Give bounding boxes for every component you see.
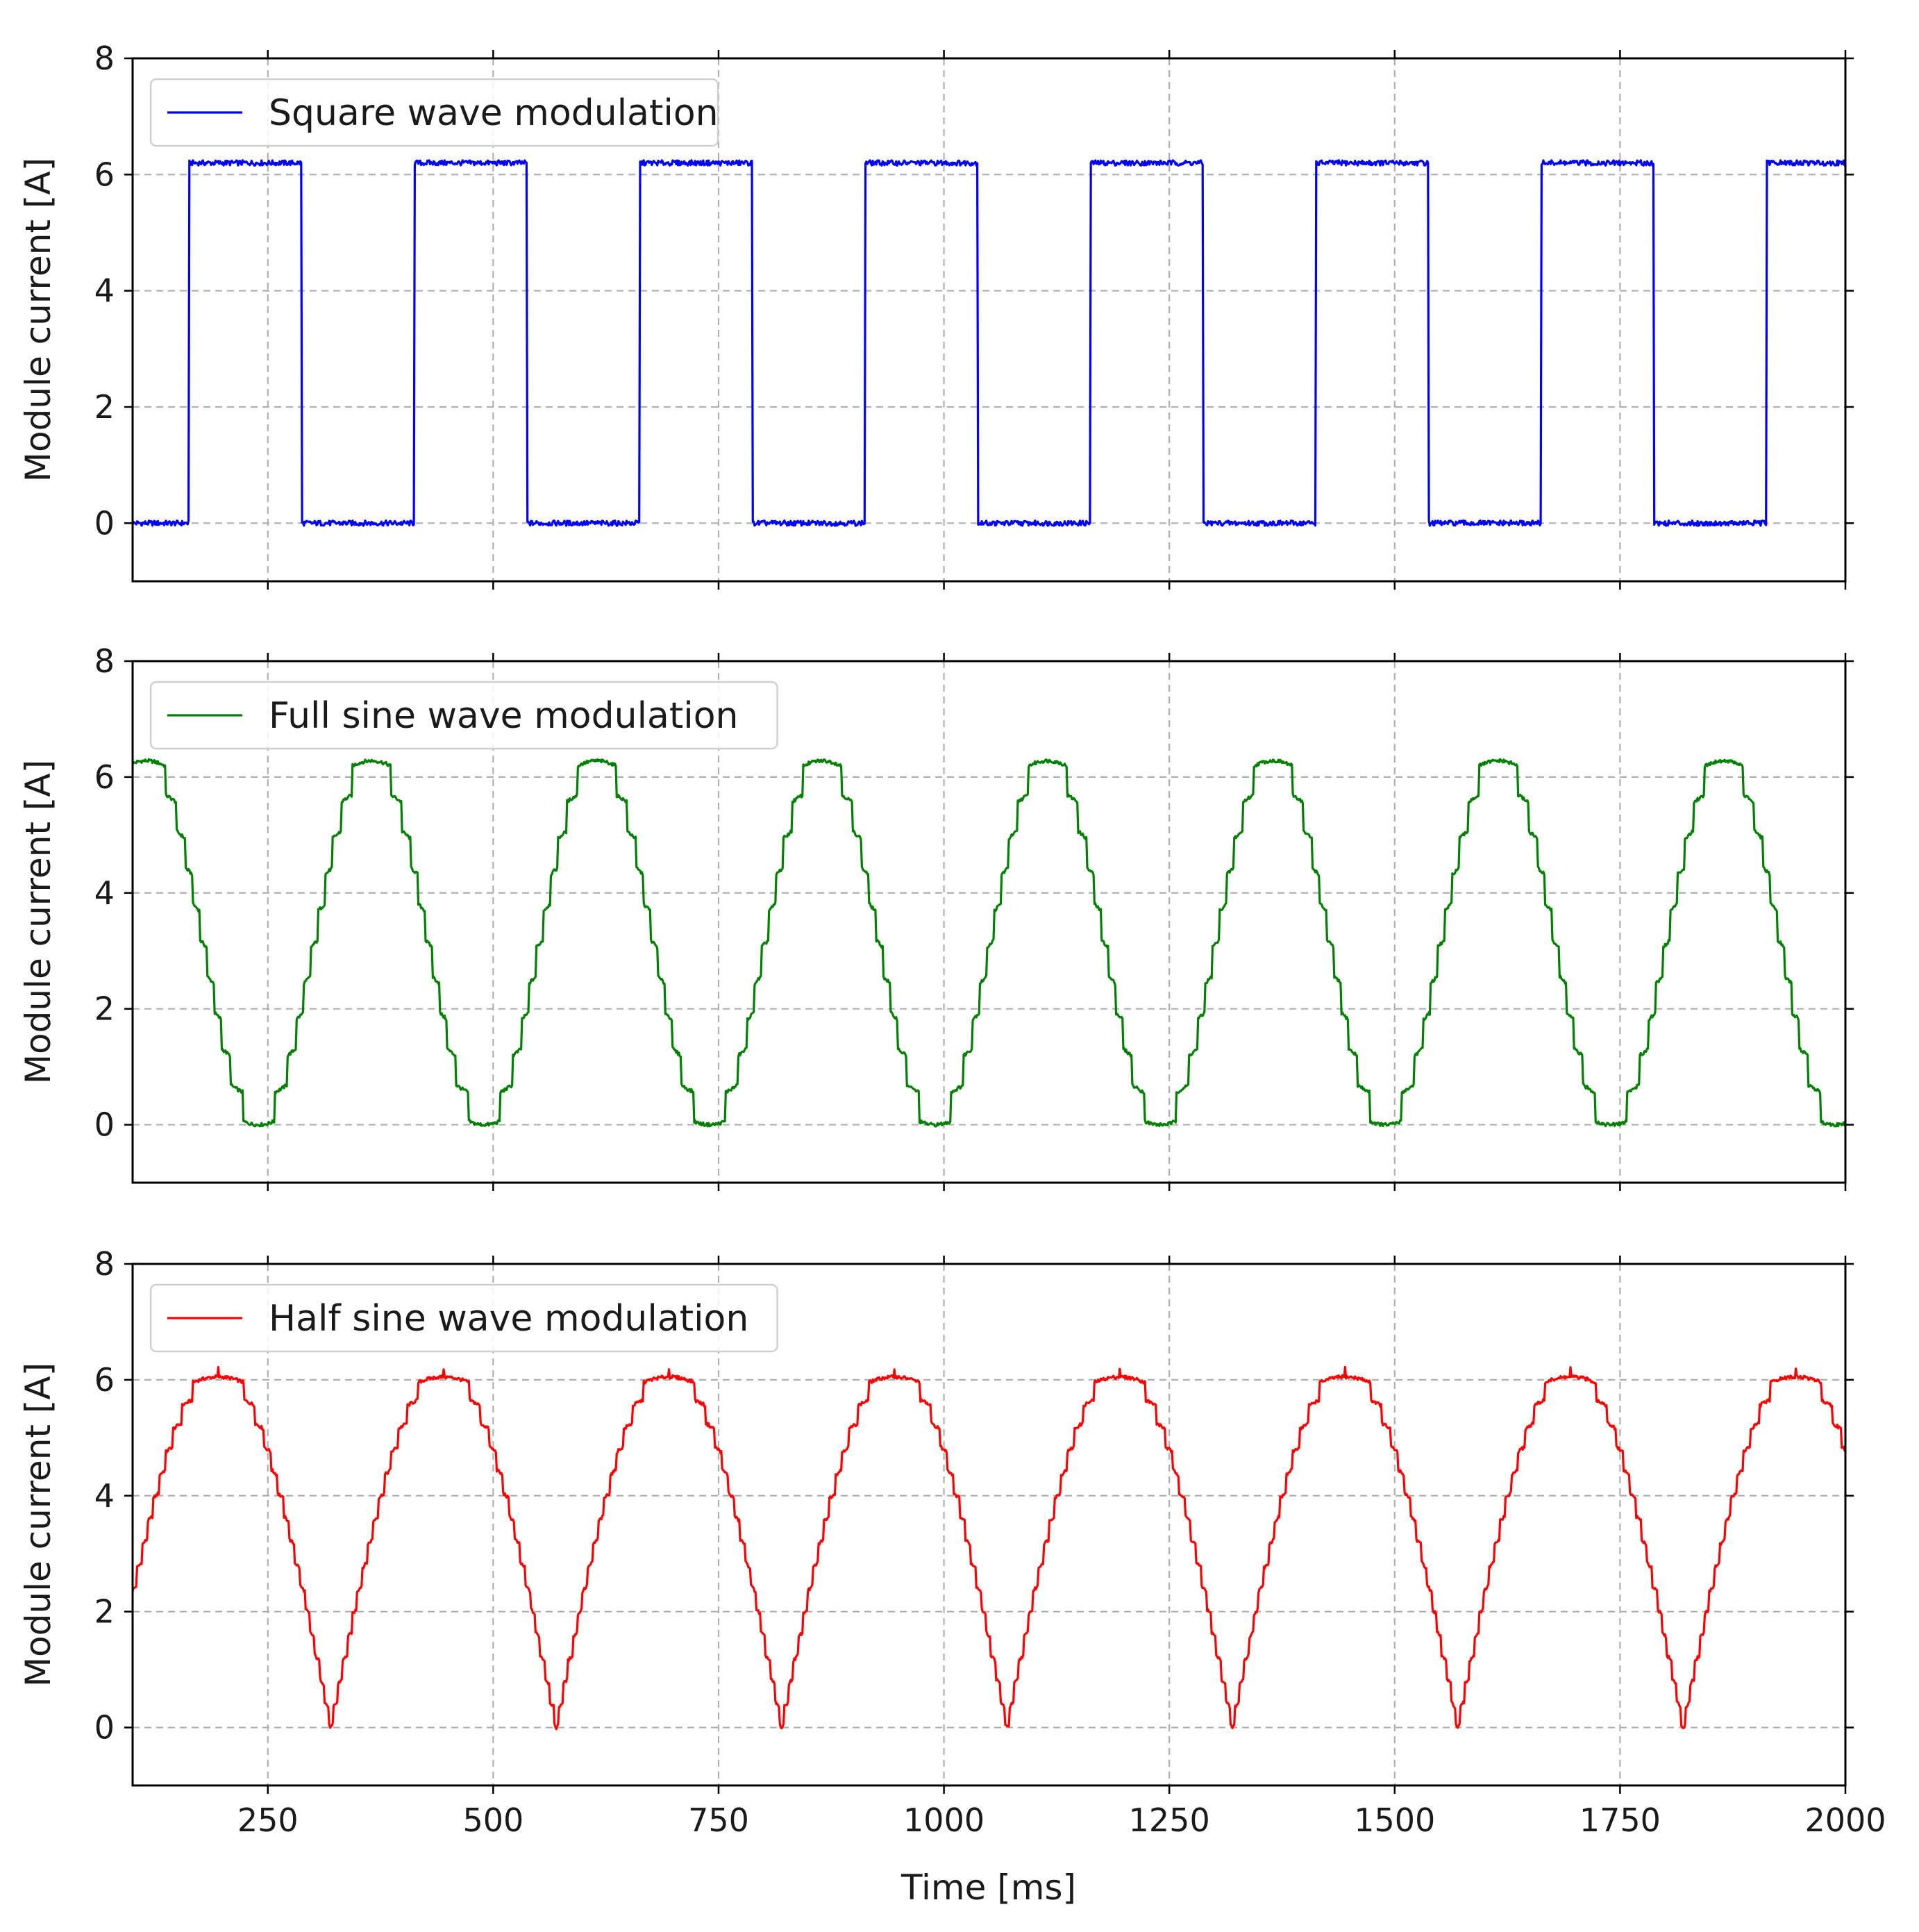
panel-square: 0 2 4 6 8 Module current [A] Square wave mod…	[18, 40, 1854, 590]
ticks-square: 0 2 4 6 8	[94, 40, 1854, 590]
legend-square: Square wave modulation	[149, 78, 719, 147]
legend-label-square: Square wave modulation	[269, 92, 719, 134]
legend-full-sine: Full sine wave modulation	[149, 681, 778, 750]
y-tick-label-half-sine-6: 6	[94, 1361, 115, 1399]
y-tick-label-full-sine-4: 4	[94, 874, 115, 912]
y-tick-label-square-2: 2	[94, 388, 115, 426]
plot-frame-full-sine	[131, 660, 1847, 1184]
ticks-half-sine: 0 2 4 6 8 250 500 750 1000 1250 1500 1750 2000	[94, 1245, 1886, 1839]
y-tick-label-half-sine-8: 8	[94, 1245, 115, 1283]
panel-half-sine: 0 2 4 6 8 250 500 750 1000 1250 1500 1750 2000 Modul…	[18, 1245, 1886, 1839]
x-tick-label-1250: 1250	[1129, 1801, 1210, 1839]
y-tick-label-half-sine-4: 4	[94, 1477, 115, 1515]
y-tick-label-square-8: 8	[94, 40, 115, 77]
series-line-half-sine	[133, 1365, 1845, 1731]
ticks-full-sine: 0 2 4 6 8	[94, 642, 1854, 1191]
y-tick-label-square-6: 6	[94, 156, 115, 193]
y-tick-label-half-sine-0: 0	[94, 1709, 115, 1747]
y-axis-label-full-sine: Module current [A]	[18, 760, 58, 1084]
y-tick-label-full-sine-6: 6	[94, 758, 115, 796]
x-tick-label-1750: 1750	[1579, 1801, 1661, 1839]
y-tick-label-full-sine-2: 2	[94, 990, 115, 1028]
y-tick-label-square-4: 4	[94, 272, 115, 310]
series-line-full-sine	[133, 758, 1845, 1128]
y-axis-label-square: Module current [A]	[18, 158, 58, 482]
y-tick-label-full-sine-8: 8	[94, 642, 115, 680]
legend-half-sine: Half sine wave modulation	[149, 1283, 778, 1353]
x-tick-label-750: 750	[688, 1801, 749, 1839]
x-tick-label-250: 250	[237, 1801, 299, 1839]
x-axis-label: Time [ms]	[900, 1867, 1076, 1908]
legend-box-full-sine	[149, 681, 778, 750]
plot-frame-half-sine	[131, 1263, 1847, 1787]
legend-box-half-sine	[149, 1283, 778, 1353]
x-tick-label-1500: 1500	[1354, 1801, 1435, 1839]
legend-label-half-sine: Half sine wave modulation	[269, 1298, 748, 1340]
y-tick-label-half-sine-2: 2	[94, 1593, 115, 1631]
grid-half-sine	[133, 1264, 1845, 1785]
y-axis-label-half-sine: Module current [A]	[18, 1363, 58, 1687]
y-tick-label-full-sine-0: 0	[94, 1106, 115, 1144]
x-tick-label-2000: 2000	[1804, 1801, 1886, 1839]
x-tick-label-500: 500	[462, 1801, 523, 1839]
panel-full-sine: 0 2 4 6 8 Module current [A] Full sine wave …	[18, 642, 1854, 1191]
legend-box-square	[149, 78, 719, 147]
plot-frame-square	[131, 57, 1847, 583]
y-tick-label-square-0: 0	[94, 504, 115, 542]
x-tick-label-1000: 1000	[903, 1801, 984, 1839]
series-line-square	[133, 159, 1845, 527]
legend-label-full-sine: Full sine wave modulation	[269, 695, 739, 737]
